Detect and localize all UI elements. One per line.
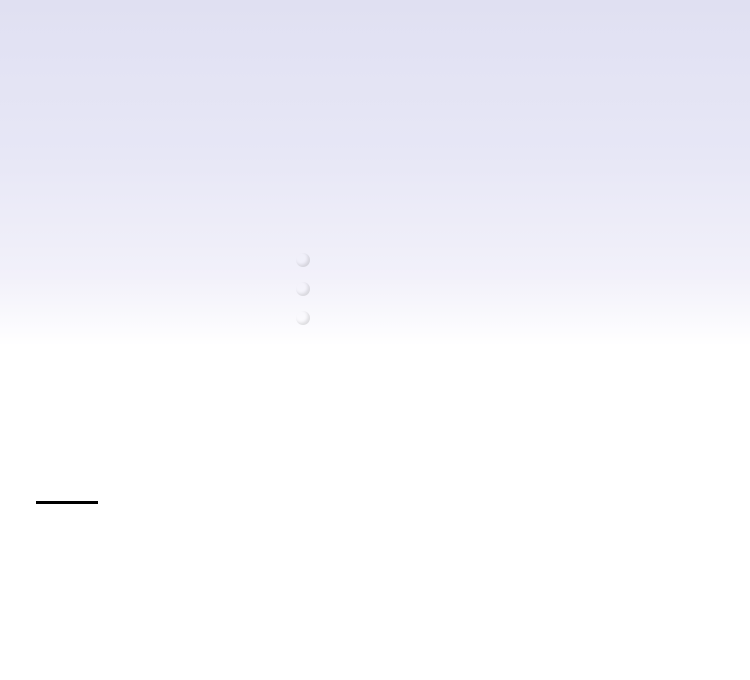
eds-mapping-image bbox=[383, 372, 541, 499]
element-legend bbox=[296, 245, 317, 332]
chart-xrd bbox=[158, 512, 370, 680]
chart-shore-hardness bbox=[540, 512, 750, 680]
ga-dot-icon bbox=[296, 282, 310, 296]
sem-image-c bbox=[211, 371, 370, 495]
ni-dot-icon bbox=[296, 253, 310, 267]
micro-ct-image bbox=[37, 365, 195, 492]
chart-contact-angle bbox=[0, 512, 158, 680]
panel-a-illustration bbox=[0, 0, 750, 346]
legend-item-ni bbox=[296, 245, 317, 274]
legend-item-in bbox=[296, 303, 317, 332]
in-dot-icon bbox=[296, 311, 310, 325]
legend-item-ga bbox=[296, 274, 317, 303]
panel-a-background bbox=[0, 0, 750, 346]
scalebar-200um-line bbox=[36, 501, 98, 504]
chart-modulus-stress bbox=[352, 512, 558, 680]
sem-image-e bbox=[566, 374, 728, 495]
